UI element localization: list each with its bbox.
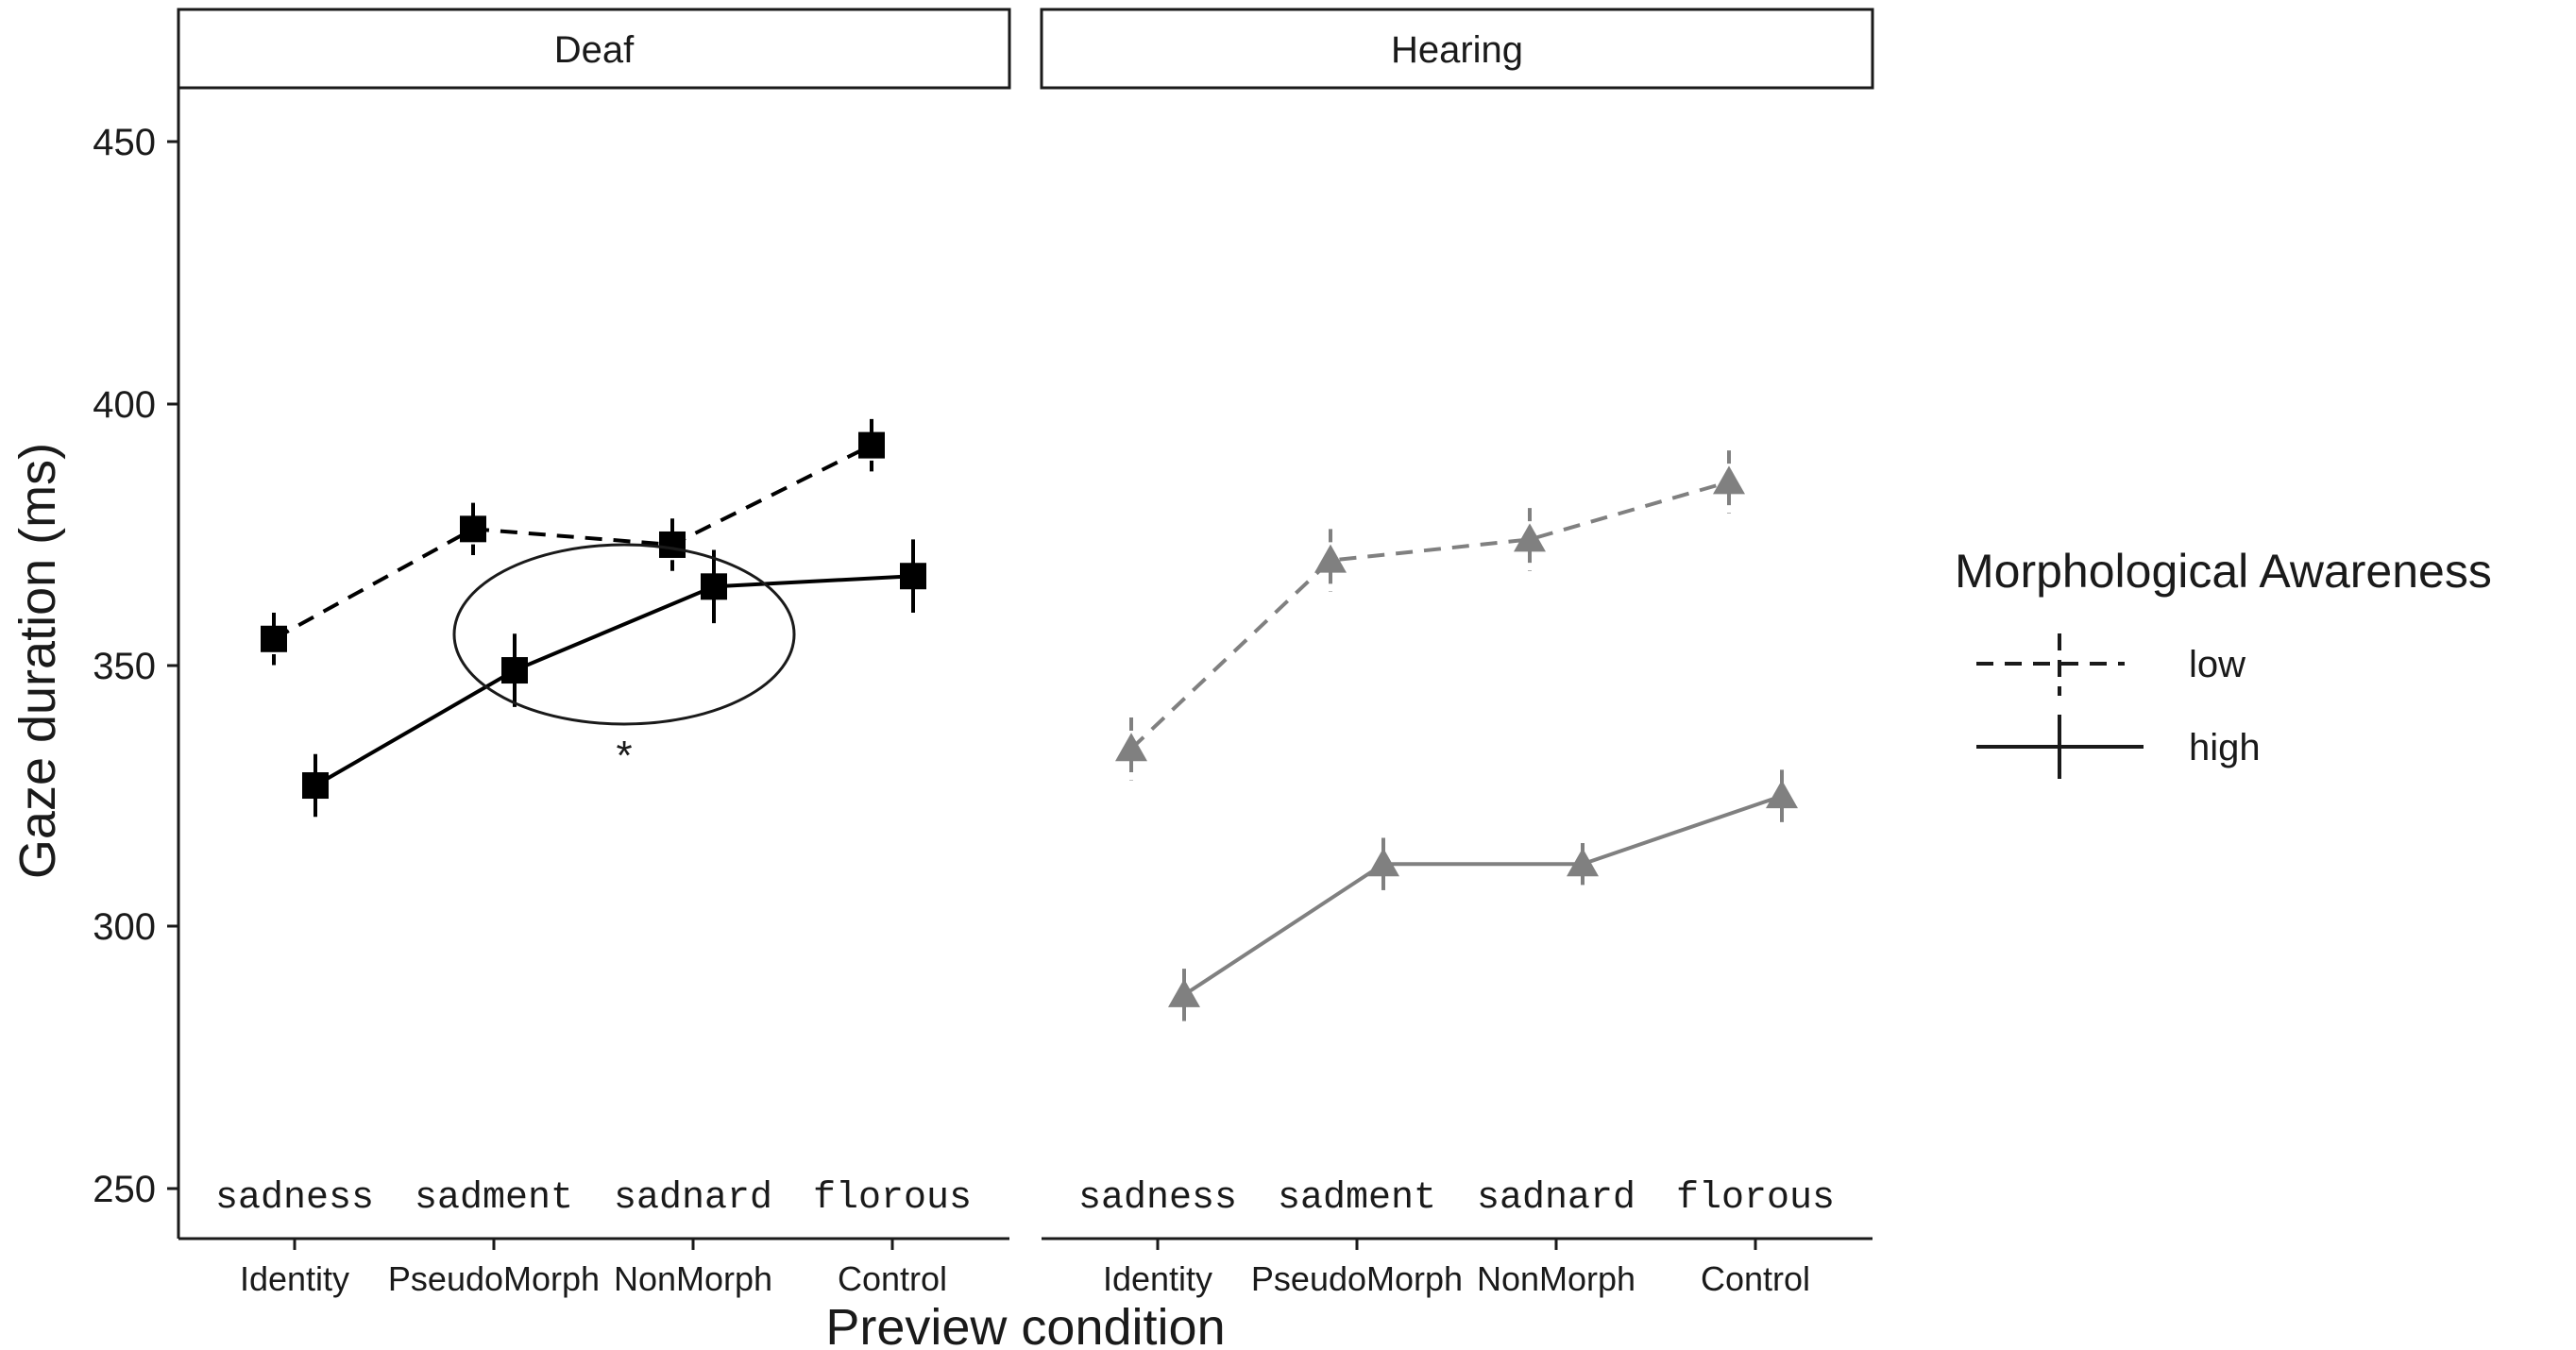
point-deaf-high-identity <box>302 772 329 800</box>
x-tick-label-hearing-pseudomorph: PseudoMorph <box>1251 1259 1463 1298</box>
point-hearing-high-nonmorph <box>1567 848 1599 877</box>
point-deaf-low-pseudomorph <box>460 515 486 543</box>
facet-strip-deaf: Deaf <box>177 8 1011 90</box>
y-tick-label-250: 250 <box>93 1169 156 1210</box>
point-deaf-low-control <box>858 431 885 459</box>
preview-word-hearing-nonmorph: sadnard <box>1477 1177 1635 1220</box>
y-tick-label-300: 300 <box>93 906 156 948</box>
preview-word-hearing-pseudomorph: sadment <box>1278 1177 1436 1220</box>
facet-strip-hearing: Hearing <box>1040 8 1874 90</box>
preview-words-hearing: sadness sadment sadnard florous <box>1078 1177 1835 1220</box>
facet-label-hearing: Hearing <box>1391 29 1523 71</box>
preview-word-hearing-control: florous <box>1676 1177 1835 1220</box>
y-tick-label-400: 400 <box>93 384 156 426</box>
point-hearing-high-pseudomorph <box>1367 848 1399 877</box>
legend-label-high: high <box>2189 727 2261 768</box>
point-deaf-high-pseudomorph <box>501 657 528 684</box>
x-tick-label-hearing-control: Control <box>1701 1259 1810 1298</box>
plot-area-deaf <box>261 418 926 818</box>
series-line-deaf-high <box>314 574 914 787</box>
x-tick-label-deaf-pseudomorph: PseudoMorph <box>388 1259 600 1298</box>
point-hearing-low-nonmorph <box>1514 523 1546 552</box>
legend-label-low: low <box>2189 644 2246 685</box>
x-tick-label-hearing-nonmorph: NonMorph <box>1477 1259 1635 1298</box>
series-line-deaf-low <box>273 443 873 641</box>
series-line-hearing-low <box>1129 480 1730 751</box>
legend-key-low <box>1976 633 2125 696</box>
point-hearing-high-control <box>1766 780 1798 809</box>
point-deaf-low-nonmorph <box>659 531 686 558</box>
point-hearing-low-identity <box>1115 733 1147 762</box>
plot-area-hearing <box>1115 450 1798 1021</box>
preview-words-deaf: sadness sadment sadnard florous <box>215 1177 972 1220</box>
preview-word-deaf-pseudomorph: sadment <box>415 1177 573 1220</box>
y-tick-label-450: 450 <box>93 122 156 163</box>
x-tick-label-hearing-identity: Identity <box>1103 1259 1212 1298</box>
y-tick-label-350: 350 <box>93 646 156 687</box>
x-axis-hearing: Identity PseudoMorph NonMorph Control <box>1042 1237 1873 1298</box>
significance-ellipse <box>452 543 796 726</box>
preview-word-hearing-identity: sadness <box>1078 1177 1237 1220</box>
y-axis-title: Gaze duration (ms) <box>9 443 66 879</box>
x-tick-label-deaf-nonmorph: NonMorph <box>614 1259 772 1298</box>
series-line-hearing-high <box>1182 794 1783 997</box>
x-axis-title: Preview condition <box>825 1299 1225 1350</box>
x-tick-label-deaf-control: Control <box>838 1259 947 1298</box>
point-hearing-low-pseudomorph <box>1314 544 1347 573</box>
preview-word-deaf-nonmorph: sadnard <box>614 1177 772 1220</box>
x-tick-label-deaf-identity: Identity <box>240 1259 349 1298</box>
significance-star: * <box>616 733 632 779</box>
preview-word-deaf-identity: sadness <box>215 1177 374 1220</box>
point-deaf-high-control <box>900 563 926 590</box>
point-deaf-high-nonmorph <box>701 573 727 600</box>
legend-title: Morphological Awareness <box>1955 545 2492 598</box>
facet-label-deaf: Deaf <box>554 29 635 71</box>
preview-word-deaf-control: florous <box>813 1177 972 1220</box>
x-axis-deaf: Identity PseudoMorph NonMorph Control <box>178 1237 1009 1298</box>
legend-key-high <box>1976 715 2144 779</box>
legend: Morphological Awareness low high <box>1955 545 2492 779</box>
point-hearing-low-control <box>1713 465 1745 495</box>
y-axis: 450 400 350 300 250 <box>93 88 180 1239</box>
point-deaf-low-identity <box>261 625 287 652</box>
point-hearing-high-identity <box>1168 978 1200 1007</box>
significance-annotation: * <box>452 543 796 779</box>
